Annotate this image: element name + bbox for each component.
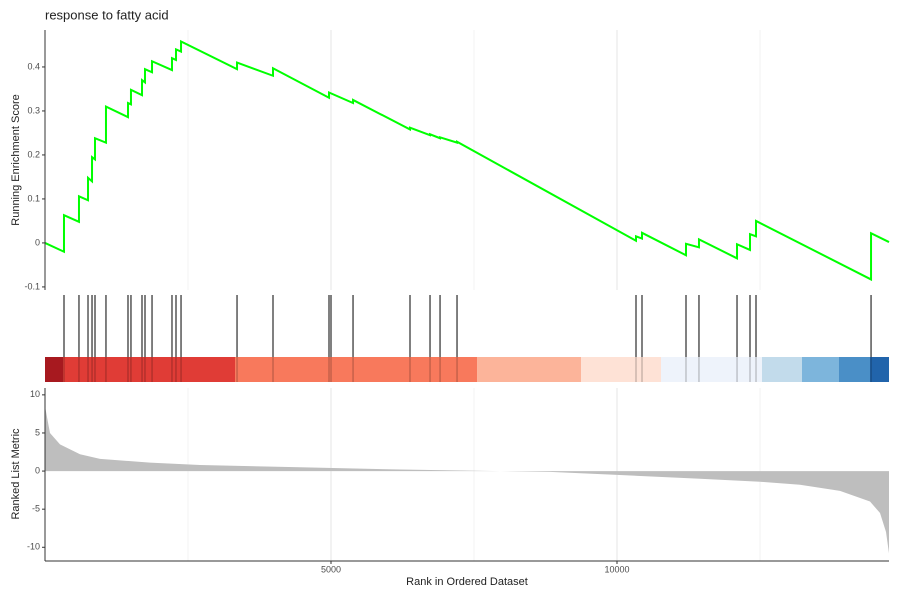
y-tick-label: -0.1 [24, 281, 40, 291]
enrichment-line [44, 39, 890, 282]
y-tick-label: 0.2 [27, 149, 40, 159]
chart-title: response to fatty acid [45, 7, 169, 22]
y-tick-label: 0 [35, 465, 40, 475]
color-band-segment [762, 357, 802, 382]
y-tick-label: 10 [30, 389, 40, 399]
y-tick-label: 0.1 [27, 193, 40, 203]
color-band-segment [63, 357, 236, 382]
color-band-segment [660, 357, 763, 382]
x-tick-label: 10000 [604, 564, 629, 574]
y-tick-label: -10 [27, 542, 40, 552]
y-axis-label: Ranked List Metric [10, 428, 22, 520]
color-band-segment [581, 357, 661, 382]
color-band-segment [870, 357, 889, 382]
y-axis-label: Running Enrichment Score [10, 94, 22, 225]
color-band-segment [235, 357, 478, 382]
metric-area [45, 406, 889, 554]
color-band-segment [801, 357, 840, 382]
x-tick-label: 5000 [321, 564, 341, 574]
x-axis-label: Rank in Ordered Dataset [406, 576, 528, 588]
y-tick-label: 0.3 [27, 105, 40, 115]
color-band-segment [45, 357, 64, 382]
color-band-segment [839, 357, 871, 382]
color-band-segment [477, 357, 582, 382]
y-tick-label: 0 [35, 237, 40, 247]
y-tick-label: -5 [32, 504, 40, 514]
y-tick-label: 0.4 [27, 61, 40, 71]
y-tick-label: 5 [35, 427, 40, 437]
